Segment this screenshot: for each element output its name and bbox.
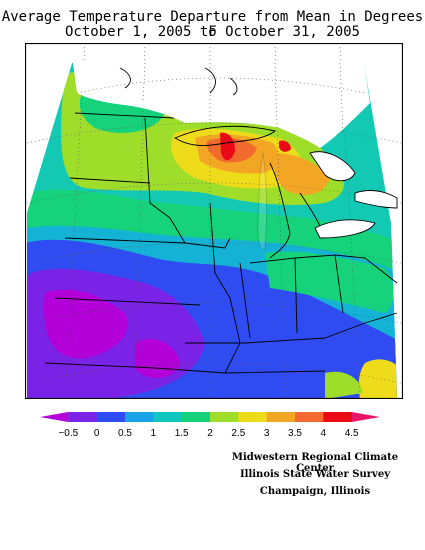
legend-swatch — [96, 412, 126, 422]
map-title-line2: October 1, 2005 to October 31, 2005 — [64, 24, 360, 40]
legend-label: 0.5 — [118, 428, 132, 439]
credit-line3: Champaign, Illinois — [259, 486, 371, 497]
legend-swatch — [295, 412, 324, 422]
legend-swatch — [266, 412, 296, 422]
legend-label: 2 — [207, 428, 213, 439]
legend-label: 4 — [321, 428, 327, 439]
legend-swatch — [125, 412, 154, 422]
legend-swatch — [210, 412, 239, 422]
legend-swatch — [153, 412, 183, 422]
legend-label: 3 — [264, 428, 270, 439]
legend-swatch — [40, 412, 69, 422]
legend-swatch — [68, 412, 98, 422]
map-frame — [25, 43, 403, 399]
legend-label: 0 — [94, 428, 100, 439]
legend-label: −0.5 — [58, 428, 78, 439]
map-title-line1: Average Temperature Departure from Mean … — [1, 9, 424, 40]
color-legend: −0.5 0 0.5 1 1.5 2 2.5 3 3.5 4 4.5 — [40, 412, 380, 439]
legend-label: 3.5 — [288, 428, 302, 439]
temperature-departure-map — [25, 43, 403, 399]
great-lakes — [174, 125, 398, 250]
legend-label: 2.5 — [231, 428, 245, 439]
legend-swatch — [181, 412, 211, 422]
graticule — [26, 43, 402, 399]
credit-line2: Illinois State Water Survey — [239, 469, 391, 480]
legend-label: 1 — [151, 428, 157, 439]
legend-swatch — [323, 412, 353, 422]
credit-line1: Midwestern Regional Climate Center — [231, 452, 399, 474]
legend-swatch — [351, 412, 380, 422]
legend-label: 1.5 — [175, 428, 189, 439]
legend-swatch — [238, 412, 268, 422]
legend-label: 4.5 — [345, 428, 359, 439]
